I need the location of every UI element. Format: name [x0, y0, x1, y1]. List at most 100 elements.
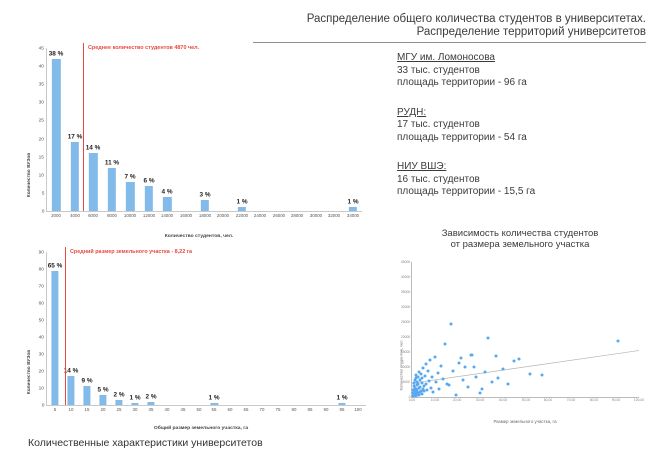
y-tick-label: 30: [38, 99, 44, 106]
x-tick-label: 10: [68, 407, 74, 412]
histogram-bar: [200, 200, 209, 211]
university-name: МГУ им. Ломоносова: [397, 52, 495, 63]
scatter-point: [431, 390, 435, 394]
land-histogram: Количество ВУЗов 0 10 20 30 40 50 60 70 80 90 5 65 …: [18, 246, 370, 432]
bar-percent-label: 1 %: [236, 198, 248, 206]
x-tick-label: 6000: [88, 213, 99, 218]
scatter-point: [412, 384, 416, 388]
y-tick-label: 60: [38, 300, 44, 306]
x-tick-label: 70: [259, 407, 265, 412]
histogram-bar: [51, 270, 59, 405]
y-tick-label: 45: [38, 45, 44, 51]
scatter-point: [419, 389, 423, 393]
students-vs-land-scatter: Зависимость количества студентов от разм…: [393, 228, 647, 426]
trend-line: [412, 262, 639, 397]
scatter-point: [474, 375, 478, 379]
land-histogram-x-axis-label: Общий размер земельного участка, га: [153, 424, 249, 430]
x-tick-label: 95: [339, 407, 345, 412]
x-tick-label: 45: [180, 407, 186, 412]
x-tick-label: 26000: [272, 213, 285, 218]
scatter-point: [413, 378, 417, 382]
bar-percent-label: 1 %: [208, 394, 220, 402]
y-tick-label: 35000: [400, 290, 410, 294]
scatter-point: [459, 356, 463, 360]
x-tick-label: 30: [132, 407, 138, 412]
scatter-title-line-1: Зависимость количества студентов: [441, 228, 599, 239]
bar-percent-label: 5 %: [97, 385, 109, 393]
bar-percent-label: 14 %: [86, 143, 101, 152]
x-tick-label: 20,00: [453, 398, 462, 402]
bar-percent-label: 38 %: [48, 49, 64, 57]
scatter-point: [413, 392, 417, 396]
scatter-point: [416, 375, 420, 379]
x-tick-label: 80,00: [589, 398, 598, 402]
scatter-point: [418, 378, 422, 382]
scatter-point: [414, 376, 418, 380]
histogram-bar: [210, 403, 219, 405]
x-tick-label: 34000: [346, 213, 359, 218]
scatter-point: [483, 370, 487, 374]
scatter-point: [439, 364, 443, 368]
y-tick-label: 20: [38, 368, 44, 374]
bar-percent-label: 3 %: [198, 190, 211, 199]
scatter-point: [418, 390, 422, 394]
scatter-point: [424, 362, 428, 366]
y-tick-label: 20000: [400, 335, 410, 339]
scatter-point: [457, 361, 461, 365]
scatter-point: [417, 370, 421, 374]
x-tick-label: 90: [323, 407, 329, 412]
histogram-bar: [163, 196, 172, 211]
histogram-bar: [115, 399, 123, 405]
x-tick-label: 50,00: [521, 398, 530, 402]
page-title-line-2: Распределение территорий университетов: [416, 26, 646, 38]
scatter-point: [413, 389, 417, 393]
scatter-point: [512, 359, 516, 363]
scatter-point: [478, 391, 482, 395]
students-histogram-x-axis-label: Количество студентов, чел.: [164, 232, 234, 238]
x-tick-label: 2000: [51, 213, 62, 218]
bar-percent-label: 11 %: [104, 158, 119, 166]
scatter-x-axis-label: Размер земельного участка, га: [493, 419, 557, 424]
scatter-point: [427, 379, 431, 383]
bar-percent-label: 14 %: [63, 366, 79, 375]
x-tick-label: 75: [275, 407, 281, 412]
x-tick-label: 20: [100, 407, 106, 412]
land-histogram-y-axis-label: Количество ВУЗов: [26, 349, 32, 395]
footer-caption: Количественные характеристики университе…: [28, 437, 263, 449]
histogram-bar: [83, 386, 91, 405]
y-tick-label: 35: [38, 81, 44, 87]
histogram-bar: [107, 167, 117, 211]
university-students: 16 тыс. студентов: [397, 173, 480, 185]
y-tick-label: 70: [38, 283, 44, 289]
scatter-point: [422, 389, 426, 393]
x-tick-label: 30000: [309, 213, 322, 218]
x-tick-label: 55: [212, 407, 217, 412]
y-tick-label: 15: [38, 153, 44, 160]
histogram-bar: [237, 207, 246, 211]
x-tick-label: 40: [164, 407, 170, 412]
x-tick-label: 8000: [106, 213, 117, 218]
scatter-point: [420, 392, 424, 396]
y-tick-label: 15000: [400, 350, 410, 354]
average-line: [82, 43, 84, 211]
scatter-title: Зависимость количества студентов от разм…: [393, 228, 647, 250]
scatter-point: [447, 383, 451, 387]
scatter-point: [414, 394, 418, 398]
x-tick-label: 4000: [69, 213, 80, 218]
bar-percent-label: 17 %: [67, 132, 83, 141]
histogram-bar: [126, 182, 135, 211]
y-tick-label: 10: [38, 172, 44, 178]
scatter-point: [441, 377, 445, 381]
x-tick-label: 5: [53, 407, 57, 412]
bar-percent-label: 2 %: [145, 392, 157, 400]
scatter-point: [421, 366, 425, 370]
histogram-bar: [144, 185, 154, 211]
scatter-point: [436, 371, 440, 375]
scatter-point: [415, 388, 419, 392]
x-tick-label: 65: [243, 407, 249, 412]
x-tick-label: 12000: [142, 213, 156, 218]
y-tick-label: 25: [38, 117, 44, 124]
bar-percent-label: 1 %: [129, 394, 141, 402]
x-tick-label: 15: [84, 407, 90, 412]
